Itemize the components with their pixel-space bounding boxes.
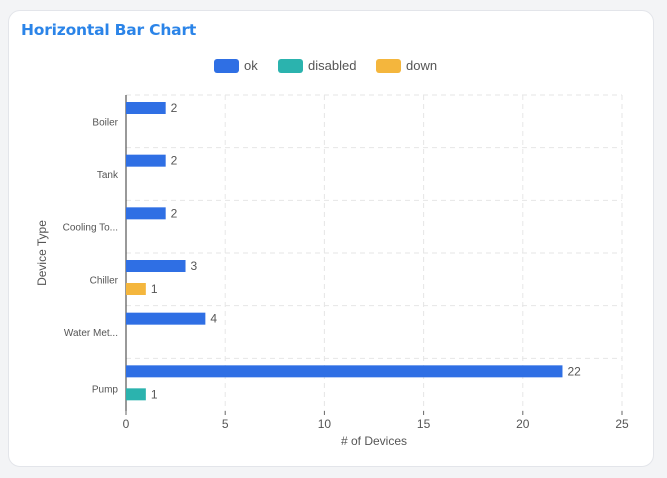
bar-ok-chiller[interactable] bbox=[126, 260, 186, 272]
data-label-ok-water-met: 4 bbox=[210, 312, 217, 326]
legend-swatch-down[interactable] bbox=[376, 59, 401, 73]
x-axis-label: # of Devices bbox=[341, 434, 407, 448]
data-label-down-chiller: 1 bbox=[151, 282, 158, 296]
data-label-ok-cooling-to: 2 bbox=[171, 206, 178, 220]
bar-disabled-pump[interactable] bbox=[126, 388, 146, 401]
x-tick-label-25: 25 bbox=[615, 417, 629, 431]
chart-title: Horizontal Bar Chart bbox=[21, 21, 197, 39]
legend-swatch-disabled[interactable] bbox=[278, 59, 303, 73]
legend-swatch-ok[interactable] bbox=[214, 59, 239, 73]
data-label-ok-pump: 22 bbox=[567, 364, 581, 378]
x-tick-label-20: 20 bbox=[516, 417, 530, 431]
bar-ok-cooling-to[interactable] bbox=[126, 207, 166, 220]
x-tick-label-10: 10 bbox=[318, 417, 332, 431]
data-label-ok-tank: 2 bbox=[171, 154, 178, 168]
chart-card: Horizontal Bar Chart bbox=[8, 10, 654, 467]
bar-ok-pump[interactable] bbox=[126, 365, 563, 378]
data-label-disabled-pump: 1 bbox=[151, 387, 158, 401]
y-tick-label-cooling-to: Cooling To... bbox=[63, 223, 118, 234]
y-tick-label-chiller: Chiller bbox=[90, 275, 119, 286]
legend-label-disabled[interactable]: disabled bbox=[308, 58, 356, 73]
bar-ok-boiler[interactable] bbox=[126, 102, 166, 114]
x-tick-label-0: 0 bbox=[123, 417, 130, 431]
x-tick-label-5: 5 bbox=[222, 417, 229, 431]
legend-label-ok[interactable]: ok bbox=[244, 58, 258, 73]
x-tick-label-15: 15 bbox=[417, 417, 431, 431]
bar-down-chiller[interactable] bbox=[126, 283, 146, 295]
y-axis-label: Device Type bbox=[35, 220, 49, 286]
bar-ok-tank[interactable] bbox=[126, 154, 166, 167]
y-tick-label-pump: Pump bbox=[92, 385, 119, 396]
y-tick-label-water-met: Water Met... bbox=[64, 328, 118, 339]
bar-ok-water-met[interactable] bbox=[126, 312, 206, 325]
y-tick-label-boiler: Boiler bbox=[92, 117, 118, 128]
data-label-ok-chiller: 3 bbox=[191, 259, 198, 273]
data-label-ok-boiler: 2 bbox=[171, 101, 178, 115]
legend-label-down[interactable]: down bbox=[406, 58, 437, 73]
y-tick-label-tank: Tank bbox=[97, 170, 119, 181]
